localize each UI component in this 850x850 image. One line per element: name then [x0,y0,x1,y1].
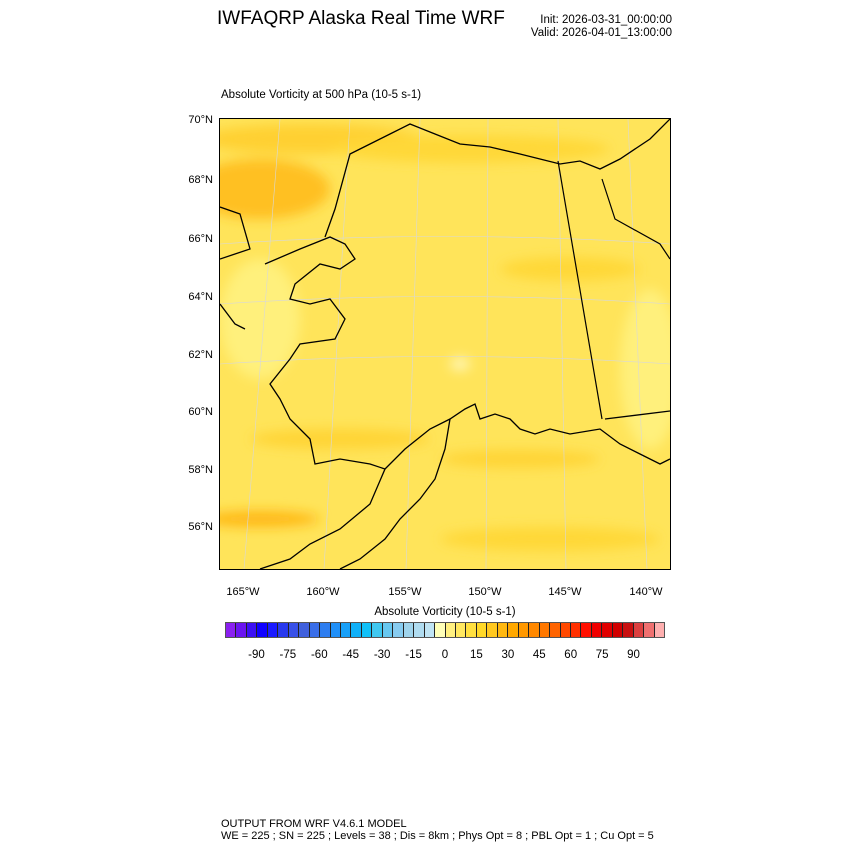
coastlines [219,118,671,570]
colorbar-box [299,623,310,637]
colorbar-label: -15 [405,649,422,661]
colorbar-label: -75 [279,649,297,661]
colorbar-label: 45 [532,649,546,661]
colorbar-box [602,623,613,637]
colorbar-box [476,623,488,637]
colorbar-label: 15 [470,649,483,661]
colorbar-title: Absolute Vorticity (10-5 s-1) [374,606,516,618]
colorbar-box [309,623,321,637]
colorbar-box [445,623,456,637]
plot-subtitle: Absolute Vorticity at 500 hPa (10-5 s-1) [221,89,422,101]
colorbar-box [654,623,665,637]
colorbar-box [518,623,530,637]
colorbar-box [539,623,551,637]
colorbar-box [455,623,467,637]
colorbar-box [560,623,571,637]
field-shading [190,124,680,551]
page-title: IWFAQRP Alaska Real Time WRF [217,8,505,29]
colorbar-box [246,623,258,637]
colorbar-box [288,623,300,637]
valid-time: Valid: 2026-04-01_13:00:00 [530,27,672,39]
colorbar-box [633,623,645,637]
map-svg [190,118,680,570]
init-time: Init: 2026-03-31_00:00:00 [540,14,672,26]
lat-label: 62°N [188,349,213,361]
lon-label: 155°W [388,586,422,598]
lat-label: 60°N [188,406,213,418]
colorbar-box [393,623,404,637]
colorbar-box [330,623,341,637]
colorbar-label: -30 [373,649,391,661]
colorbar-box [466,623,477,637]
lon-label: 160°W [306,586,340,598]
borders [557,160,671,420]
lon-label: 140°W [629,586,663,598]
colorbar-box [226,623,237,637]
colorbar-label: -90 [248,649,265,661]
colorbar-box [570,623,582,637]
colorbar-box [372,623,383,637]
colorbar-box [612,623,624,637]
model-info: OUTPUT FROM WRF V4.6.1 MODEL WE = 225 ; … [221,818,654,842]
colorbar-box [320,623,331,637]
colorbar-box [529,623,540,637]
colorbar-box [340,623,352,637]
colorbar-box [435,623,446,637]
vorticity-map [190,118,680,570]
colorbar-label: 0 [441,649,449,661]
colorbar-box [623,623,634,637]
colorbar-box [257,623,268,637]
footer-line1: OUTPUT FROM WRF V4.6.1 MODEL [221,818,407,830]
colorbar-box [382,623,394,637]
colorbar-label: 90 [627,649,640,661]
colorbar-label: -45 [342,649,360,661]
colorbar-box [361,623,373,637]
lon-label: 145°W [548,586,582,598]
footer-line2: WE = 225 ; SN = 225 ; Levels = 38 ; Dis … [221,830,654,842]
colorbar-label: 75 [595,649,609,661]
forecast-times: Init: 2026-03-31_00:00:00 Valid: 2026-04… [531,14,672,40]
lat-label: 66°N [188,233,213,245]
colorbar [225,622,665,638]
colorbar-label: 60 [564,649,578,661]
graticule [219,118,671,570]
colorbar-label: -60 [310,649,328,661]
colorbar-box [351,623,362,637]
colorbar-box [550,623,561,637]
colorbar-box [591,623,603,637]
colorbar-box [487,623,498,637]
colorbar-box [644,623,655,637]
colorbar-box [278,623,289,637]
colorbar-box [497,623,509,637]
colorbar-box [508,623,519,637]
lon-label: 150°W [468,586,502,598]
colorbar-box [403,623,415,637]
lat-label: 68°N [188,174,213,186]
lat-label: 56°N [188,521,213,533]
lat-label: 58°N [188,464,213,476]
colorbar-box [267,623,279,637]
lon-label: 165°W [226,586,260,598]
colorbar-box [424,623,436,637]
lat-label: 70°N [188,114,213,126]
colorbar-box [581,623,592,637]
colorbar-box [236,623,247,637]
colorbar-label: 30 [501,649,515,661]
lat-label: 64°N [188,291,213,303]
colorbar-box [414,623,425,637]
